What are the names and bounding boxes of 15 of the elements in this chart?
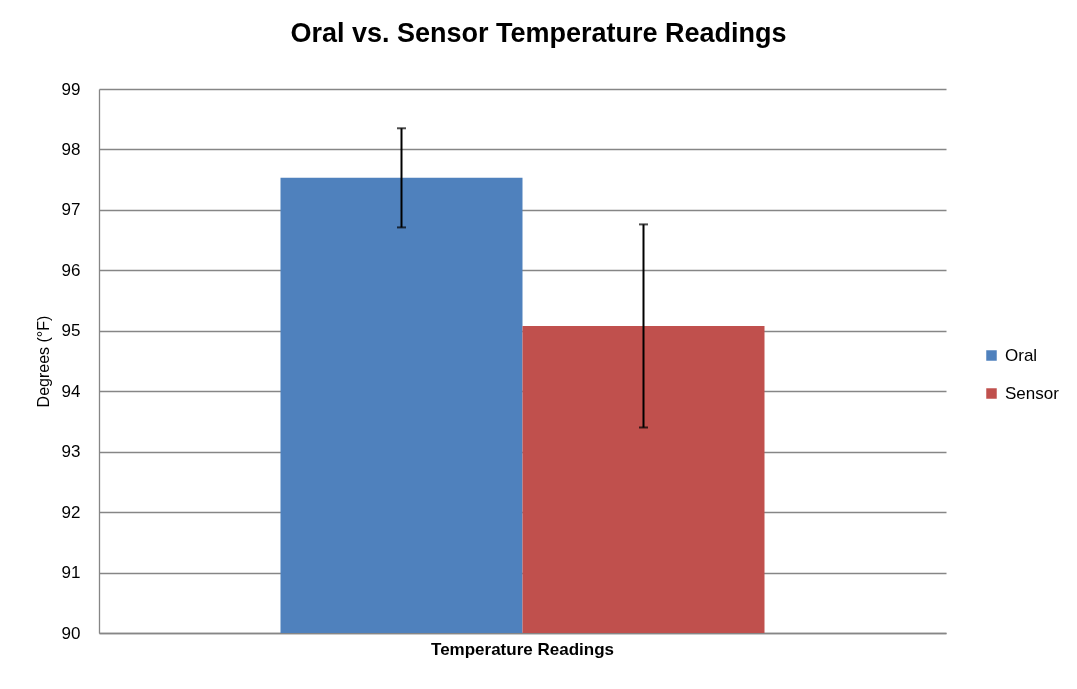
y-tick-label: 92: [61, 502, 81, 522]
y-tick-label: 97: [61, 200, 81, 220]
y-tick-label: 91: [61, 563, 81, 583]
y-tick-label: 98: [61, 139, 81, 159]
y-tick-label: 94: [61, 381, 81, 401]
y-tick-label: 96: [61, 260, 81, 280]
y-tick-label: 99: [61, 79, 81, 99]
legend-label: Oral: [1005, 345, 1038, 365]
y-tick-label: 95: [61, 321, 81, 341]
y-axis-title: Degrees (°F): [34, 315, 52, 408]
legend-label: Sensor: [1005, 383, 1060, 403]
chart-title: Oral vs. Sensor Temperature Readings: [290, 18, 787, 48]
y-tick-label: 90: [61, 623, 81, 643]
y-tick-label: 93: [61, 442, 81, 462]
x-tick-label: Temperature Readings: [431, 639, 614, 659]
